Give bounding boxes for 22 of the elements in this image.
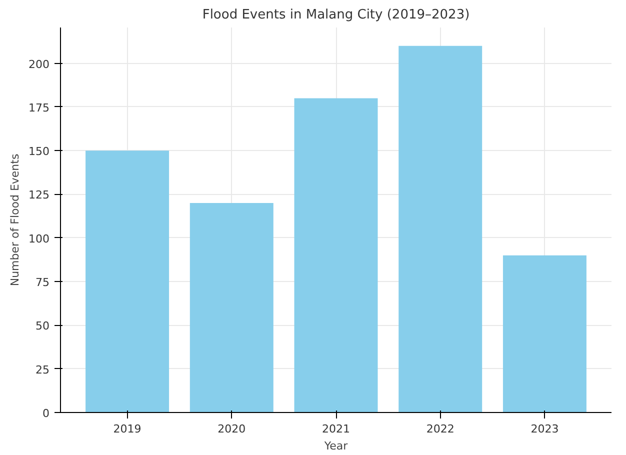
bar bbox=[502, 255, 586, 412]
y-tick-label: 100 bbox=[28, 232, 50, 246]
bar bbox=[190, 202, 274, 412]
y-tick-label: 25 bbox=[36, 363, 50, 376]
y-tick-label: 50 bbox=[36, 320, 50, 333]
x-tick-label: 2020 bbox=[218, 422, 246, 436]
y-tick-label: 150 bbox=[28, 145, 50, 158]
x-axis-title: Year bbox=[323, 440, 348, 452]
bar bbox=[86, 150, 170, 412]
y-tick-label: 75 bbox=[36, 276, 50, 290]
y-tick-label: 200 bbox=[28, 58, 50, 71]
x-tick-label: 2023 bbox=[530, 422, 559, 436]
bar bbox=[294, 98, 378, 412]
x-tick-label: 2019 bbox=[113, 422, 142, 436]
chart-title: Flood Events in Malang City (2019–2023) bbox=[202, 8, 470, 22]
x-tick-label: 2022 bbox=[426, 422, 454, 436]
y-tick-label: 175 bbox=[28, 101, 50, 114]
bar bbox=[398, 46, 482, 412]
y-axis-title: Number of Flood Events bbox=[8, 154, 22, 286]
x-tick-label: 2021 bbox=[322, 422, 350, 436]
y-tick-label: 0 bbox=[42, 407, 50, 420]
y-tick-label: 125 bbox=[28, 188, 50, 202]
